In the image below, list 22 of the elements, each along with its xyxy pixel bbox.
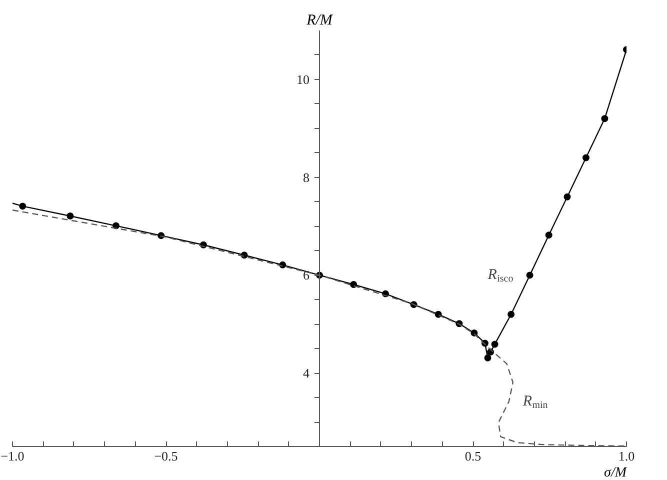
x-tick-label: 1.0 — [618, 448, 635, 464]
point — [508, 310, 515, 318]
point — [526, 272, 534, 279]
x-tick-label: −0.5 — [154, 448, 178, 464]
y-tick-label: 8 — [303, 170, 310, 185]
point — [434, 310, 442, 318]
point — [484, 354, 492, 362]
point — [564, 193, 571, 200]
point — [19, 202, 26, 210]
point — [491, 340, 498, 348]
x-tick-label: −1.0 — [0, 448, 24, 464]
point — [545, 232, 552, 239]
y-tick-label: 10 — [296, 72, 310, 87]
x-axis-title: σ/M — [604, 466, 628, 480]
point — [601, 115, 608, 122]
y-axis-title: R/M — [306, 12, 334, 28]
point — [66, 212, 74, 220]
point — [350, 281, 358, 288]
point — [240, 252, 248, 259]
point — [582, 154, 590, 162]
y-tick-label: 4 — [303, 366, 310, 381]
x-tick-label: 0.5 — [464, 448, 482, 464]
